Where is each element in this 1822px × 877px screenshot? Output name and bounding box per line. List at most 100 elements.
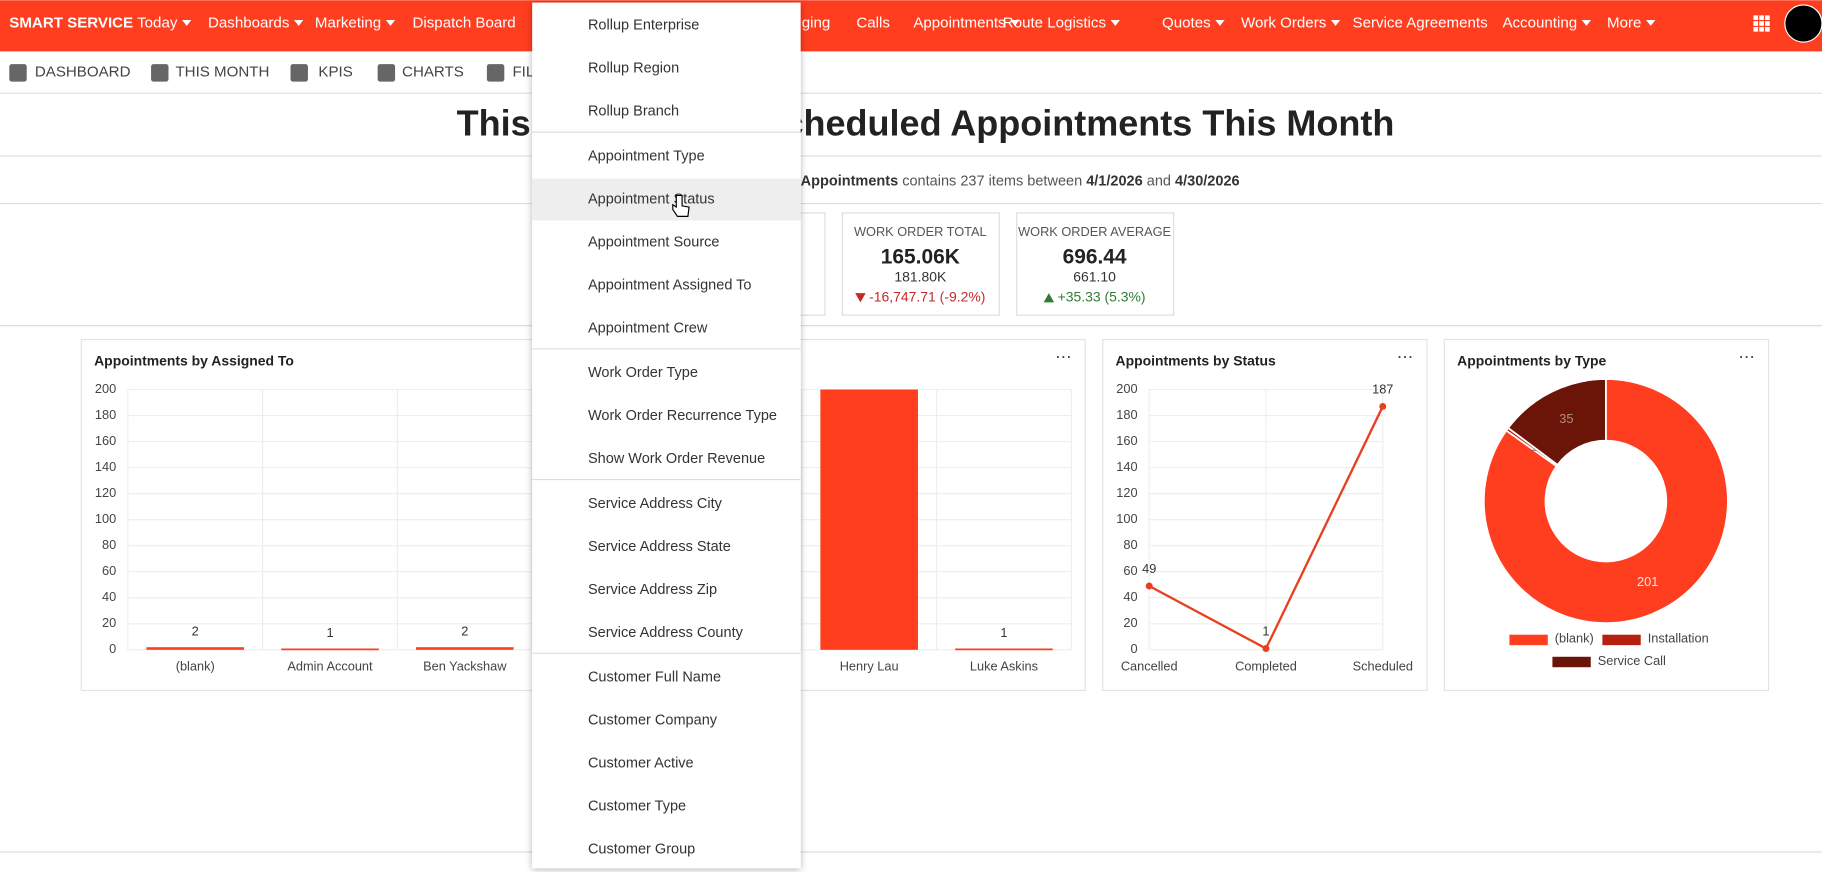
kpi-label: WORK ORDER TOTAL bbox=[854, 224, 987, 239]
y-tick-label: 200 bbox=[95, 381, 116, 396]
x-tick-label: Admin Account bbox=[287, 659, 373, 674]
nav-item[interactable]: Quotes bbox=[1162, 14, 1211, 31]
y-tick-label: 40 bbox=[1123, 589, 1137, 604]
bar bbox=[820, 389, 918, 650]
menu-item[interactable]: Customer Active bbox=[588, 756, 694, 772]
menu-hover bbox=[532, 178, 801, 221]
data-label: 1 bbox=[1262, 624, 1269, 639]
nav-item[interactable]: Dispatch Board bbox=[413, 14, 516, 31]
brand: SMART SERVICE bbox=[9, 14, 133, 31]
kpi-change: +35.33 (5.3%) bbox=[1058, 288, 1146, 304]
caret bbox=[1110, 20, 1120, 26]
caret bbox=[1330, 20, 1341, 26]
menu-item[interactable]: Work Order Type bbox=[588, 365, 698, 381]
menu-item[interactable]: Service Address State bbox=[588, 539, 731, 555]
x-tick-label: Henry Lau bbox=[840, 659, 899, 674]
summary-part: and bbox=[1143, 173, 1171, 189]
apps-dot bbox=[1753, 26, 1759, 32]
data-label: 187 bbox=[1372, 382, 1393, 397]
kpi-previous: 661.10 bbox=[1073, 269, 1116, 285]
legend-label: (blank) bbox=[1555, 631, 1594, 646]
cursor bbox=[672, 194, 690, 217]
heading-right: cheduled Appointments This Month bbox=[783, 102, 1394, 143]
menu-item[interactable]: Appointment Type bbox=[588, 148, 705, 164]
kpi-arrow bbox=[1043, 293, 1055, 303]
y-tick-label: 140 bbox=[95, 459, 116, 474]
chart-title: Appointments by Type bbox=[1457, 352, 1606, 368]
menu-item[interactable]: Appointment Source bbox=[588, 234, 720, 250]
caret bbox=[1581, 20, 1592, 26]
y-tick-label: 60 bbox=[102, 563, 116, 578]
heading-left: This bbox=[457, 102, 531, 143]
caret bbox=[1215, 20, 1225, 26]
nav-item[interactable]: More bbox=[1607, 14, 1641, 31]
nav-item[interactable]: Appointments bbox=[913, 14, 1005, 31]
x-tick-label: Cancelled bbox=[1121, 659, 1178, 674]
nav-item[interactable]: Route Logistics bbox=[1003, 14, 1106, 31]
nav-item[interactable]: Marketing bbox=[315, 14, 381, 31]
bar bbox=[955, 648, 1053, 651]
menu-item[interactable]: Rollup Branch bbox=[588, 104, 679, 120]
menu-item[interactable]: Appointment Crew bbox=[588, 320, 708, 336]
menu-item[interactable]: Appointment Assigned To bbox=[588, 277, 752, 293]
menu-item[interactable]: Service Address Zip bbox=[588, 582, 717, 598]
legend-label: Service Call bbox=[1598, 653, 1666, 668]
menu-item[interactable]: Rollup Enterprise bbox=[588, 18, 699, 34]
y-tick-label: 0 bbox=[1130, 641, 1137, 656]
apps-dot bbox=[1759, 26, 1764, 32]
y-tick-label: 140 bbox=[1116, 459, 1137, 474]
caret bbox=[182, 20, 192, 26]
toolbar-icon bbox=[290, 64, 308, 82]
apps-dot bbox=[1765, 26, 1770, 32]
toolbar-item[interactable]: DASHBOARD bbox=[35, 63, 131, 80]
toolbar-item[interactable]: THIS MONTH bbox=[175, 63, 269, 80]
bar bbox=[415, 647, 514, 650]
nav-item[interactable]: Service Agreements bbox=[1353, 14, 1488, 31]
toolbar-item[interactable]: CHARTS bbox=[402, 63, 464, 80]
x-tick-label: Scheduled bbox=[1353, 659, 1413, 674]
point bbox=[1379, 402, 1387, 410]
chart-panel bbox=[1102, 338, 1428, 692]
menu-item[interactable]: Customer Group bbox=[588, 841, 695, 857]
more-menu[interactable]: ⋯ bbox=[1055, 348, 1071, 366]
apps-dot bbox=[1753, 15, 1759, 21]
kpi-arrow bbox=[855, 293, 866, 303]
menu-item[interactable]: Customer Full Name bbox=[588, 670, 721, 686]
summary-part: 4/30/2026 bbox=[1171, 173, 1240, 189]
caret bbox=[1646, 20, 1656, 26]
menu-item[interactable]: Service Address County bbox=[588, 625, 744, 641]
nav-item[interactable]: Work Orders bbox=[1241, 14, 1326, 31]
x-tick-label: Completed bbox=[1235, 659, 1297, 674]
toolbar-item[interactable]: KPIS bbox=[318, 63, 352, 80]
data-label: 1 bbox=[326, 625, 333, 640]
menu-item[interactable]: Show Work Order Revenue bbox=[588, 451, 765, 467]
nav-item[interactable]: Calls bbox=[856, 14, 890, 31]
y-tick-label: 200 bbox=[1116, 381, 1137, 396]
bar bbox=[146, 647, 245, 650]
apps-dot bbox=[1753, 21, 1759, 26]
nav-item[interactable]: Today bbox=[137, 14, 178, 31]
avatar bbox=[1784, 4, 1822, 43]
summary-part: 4/1/2026 bbox=[1082, 173, 1143, 189]
menu-item[interactable]: Service Address City bbox=[588, 496, 723, 512]
nav-bar bbox=[0, 0, 1822, 52]
more-menu[interactable]: ⋯ bbox=[1738, 348, 1754, 366]
menu-item[interactable]: Customer Company bbox=[588, 713, 718, 729]
menu-item[interactable]: Rollup Region bbox=[588, 61, 679, 77]
nav-item[interactable]: Accounting bbox=[1502, 14, 1577, 31]
nav-item[interactable]: Dashboards bbox=[208, 14, 289, 31]
nav-item[interactable]: ging bbox=[802, 14, 831, 31]
menu-item[interactable]: Customer Type bbox=[588, 799, 686, 815]
kpi-card bbox=[1016, 212, 1175, 316]
y-tick-label: 180 bbox=[1116, 407, 1137, 422]
menu-item[interactable]: Work Order Recurrence Type bbox=[588, 408, 777, 424]
menu-item[interactable]: Appointment Status bbox=[588, 191, 715, 207]
chart-title: Appointments by Assigned To bbox=[94, 352, 294, 368]
legend-swatch bbox=[1602, 634, 1641, 646]
x-tick-label: Ben Yackshaw bbox=[423, 659, 507, 674]
apps-dot bbox=[1765, 15, 1770, 21]
more-menu[interactable]: ⋯ bbox=[1397, 348, 1413, 366]
kpi-label: WORK ORDER AVERAGE bbox=[1018, 224, 1171, 239]
